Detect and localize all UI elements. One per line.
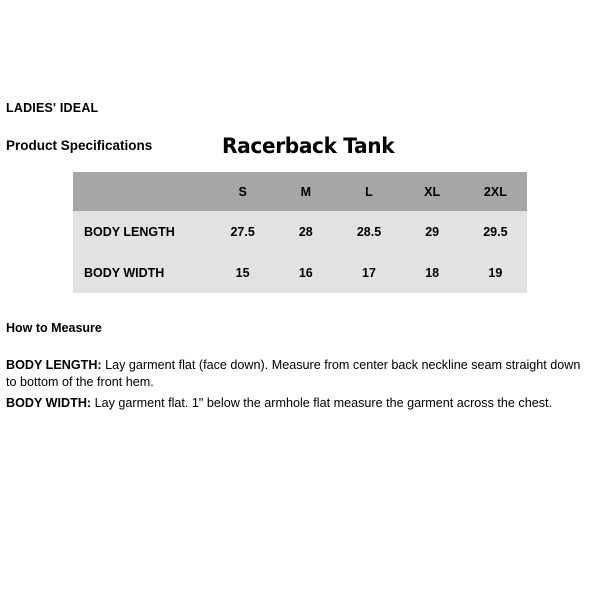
cell-body-width-s: 15: [235, 266, 250, 280]
measure-instruction-body-width: BODY WIDTH: Lay garment flat. 1" below t…: [6, 395, 594, 412]
cell-body-width-l: 17: [362, 266, 376, 280]
row-label-body-length: BODY LENGTH: [84, 225, 175, 239]
column-header-l: L: [365, 184, 373, 199]
specifications-table: S M L XL 2XL BODY LENGTH 27.5 28 28.5 29…: [73, 172, 527, 293]
product-header-row: Product Specifications Racerback Tank: [0, 133, 600, 161]
cell-body-length-m: 28: [298, 225, 313, 239]
brand-label: LADIES' IDEAL: [6, 101, 99, 115]
table-header: S M L XL 2XL: [73, 172, 527, 211]
column-header-m: M: [300, 184, 311, 199]
table-header-row: S M L XL 2XL: [73, 172, 527, 211]
table-body: BODY LENGTH 27.5 28 28.5 29 29.5 BODY WI…: [73, 211, 527, 293]
cell-body-length-2xl: 29.5: [483, 225, 508, 239]
column-header-2xl: 2XL: [483, 184, 507, 199]
how-to-measure-heading: How to Measure: [6, 321, 102, 335]
cell-body-width-2xl: 19: [488, 266, 503, 280]
cell-body-length-s: 27.5: [230, 225, 255, 239]
measure-text-body-length: Lay garment flat (face down). Measure fr…: [6, 358, 581, 389]
measure-text-body-width: Lay garment flat. 1" below the armhole f…: [91, 396, 553, 410]
product-specifications-label: Product Specifications: [6, 138, 153, 153]
cell-body-length-xl: 29: [425, 225, 440, 239]
cell-body-width-m: 16: [298, 266, 313, 280]
product-title: Racerback Tank: [222, 134, 395, 158]
column-header-s: S: [238, 184, 247, 199]
table-row: BODY WIDTH 15 16 17 18 19: [73, 253, 527, 293]
table-row: BODY LENGTH 27.5 28 28.5 29 29.5: [73, 211, 527, 253]
column-header-xl: XL: [424, 184, 441, 199]
row-label-body-width: BODY WIDTH: [84, 266, 165, 280]
cell-body-length-l: 28.5: [356, 225, 382, 239]
measure-term-body-width: BODY WIDTH:: [6, 396, 92, 410]
measure-term-body-length: BODY LENGTH:: [6, 358, 102, 372]
measure-instruction-body-length: BODY LENGTH: Lay garment flat (face down…: [6, 357, 594, 391]
cell-body-width-xl: 18: [425, 266, 440, 280]
column-header-blank: [73, 172, 211, 211]
how-to-measure-body: BODY LENGTH: Lay garment flat (face down…: [6, 357, 594, 416]
